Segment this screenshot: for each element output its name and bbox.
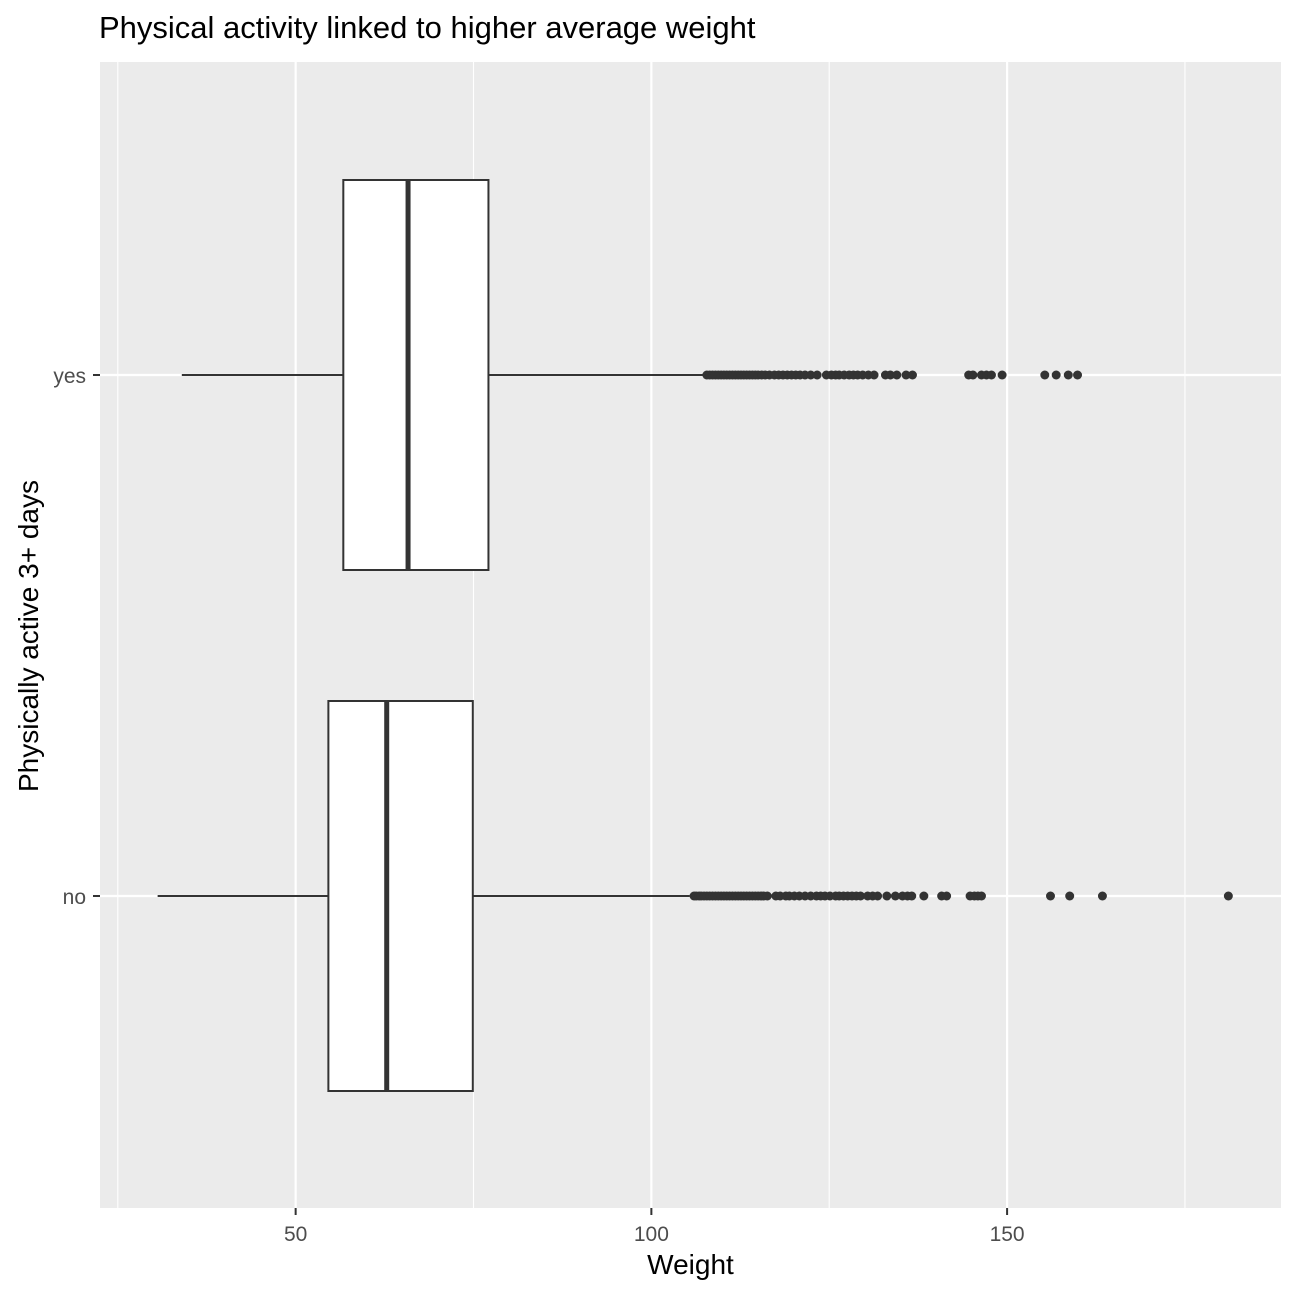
outlier-point — [885, 370, 895, 380]
outlier-point — [907, 891, 917, 901]
outlier-point — [907, 370, 917, 380]
outlier-point — [1051, 370, 1061, 380]
outlier-point — [997, 370, 1007, 380]
outlier-point — [901, 370, 911, 380]
outlier-point — [1065, 891, 1075, 901]
outlier-point — [892, 370, 902, 380]
outlier-point — [1223, 891, 1233, 901]
outlier-point — [1040, 370, 1050, 380]
outlier-point — [968, 370, 978, 380]
outlier-point — [919, 891, 929, 901]
outlier-point — [882, 891, 892, 901]
y-axis-title: Physically active 3+ days — [13, 479, 44, 793]
y-tick-label: no — [63, 886, 86, 909]
outlier-point — [1097, 891, 1107, 901]
outlier-point — [1063, 370, 1073, 380]
outlier-point — [976, 891, 986, 901]
x-axis-title: Weight — [647, 1249, 734, 1280]
box — [327, 700, 474, 1092]
box — [342, 179, 490, 571]
x-tick-label: 100 — [634, 1223, 669, 1246]
outlier-point — [762, 891, 772, 901]
x-tick-label: 150 — [990, 1223, 1025, 1246]
outlier-point — [1073, 370, 1083, 380]
outlier-point — [1045, 891, 1055, 901]
outlier-point — [806, 370, 816, 380]
panel-background — [100, 62, 1281, 1208]
outlier-point — [986, 370, 996, 380]
outlier-point — [869, 370, 879, 380]
outlier-point — [812, 370, 822, 380]
x-tick-label: 50 — [284, 1223, 307, 1246]
outlier-point — [942, 891, 952, 901]
y-tick-label: yes — [53, 365, 86, 388]
outlier-point — [890, 891, 900, 901]
chart-title: Physical activity linked to higher avera… — [99, 10, 756, 45]
outlier-point — [856, 891, 866, 901]
outlier-point — [873, 891, 883, 901]
